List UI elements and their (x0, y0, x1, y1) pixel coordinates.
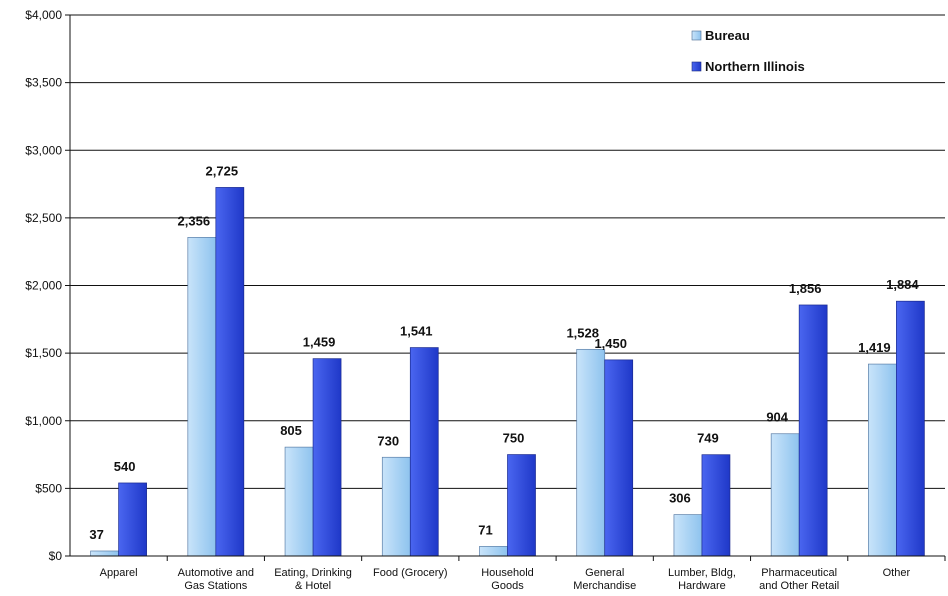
bar-bureau (187, 237, 217, 557)
y-tick-label: $1,000 (25, 414, 62, 428)
x-category-label-line: Apparel (100, 567, 138, 579)
data-label-northern-illinois: 750 (503, 431, 525, 446)
data-label-northern-illinois: 749 (697, 431, 719, 446)
bar-bureau (673, 514, 703, 557)
data-label-northern-illinois: 2,725 (206, 163, 239, 178)
bar-northern-illinois (604, 359, 634, 557)
data-label-bureau: 730 (377, 433, 399, 448)
legend-label-bureau: Bureau (705, 28, 750, 43)
x-category-label-line: Other (883, 567, 911, 579)
bar-bureau (479, 546, 508, 557)
x-category-label-line: Gas Stations (184, 580, 247, 592)
y-tick-label: $500 (35, 481, 62, 495)
legend: Bureau Northern Illinois (691, 28, 805, 74)
x-category-label: General Merchandise (573, 567, 636, 592)
bar-bureau (770, 433, 800, 557)
x-category-label-line: & Hotel (295, 580, 331, 592)
x-category-label: Food (Grocery) (373, 567, 448, 579)
x-category-label: Pharmaceutical and Other Retail (759, 567, 839, 592)
x-category-label-line: Food (Grocery) (373, 567, 448, 579)
x-category-label-line: Lumber, Bldg, (668, 567, 736, 579)
bar-bureau (576, 348, 606, 557)
bar-bureau (381, 456, 411, 557)
bar-bureau (868, 363, 897, 557)
data-label-bureau: 1,528 (566, 325, 599, 340)
x-axis-category-labels: Apparel Automotive and Gas Stations Eating,… (100, 567, 911, 592)
data-label-northern-illinois: 1,541 (400, 324, 433, 339)
data-label-northern-illinois: 1,856 (789, 281, 822, 296)
x-category-label: Other (883, 567, 911, 579)
bar-northern-illinois (896, 300, 925, 557)
data-label-bureau: 805 (280, 423, 302, 438)
x-category-label-line: Pharmaceutical (761, 567, 837, 579)
x-category-label-line: and Other Retail (759, 580, 839, 592)
data-label-northern-illinois: 540 (114, 459, 136, 474)
x-category-label: Automotive and Gas Stations (178, 567, 254, 592)
bar-northern-illinois (701, 454, 731, 557)
bar-northern-illinois (312, 358, 342, 557)
x-category-label-line: Hardware (678, 580, 726, 592)
x-category-label-line: General (585, 567, 624, 579)
y-axis-tick-labels: $0 $500 $1,000 $1,500 $2,000 $2,500 $3,000 $3,5… (25, 8, 62, 563)
bar-bureau (90, 550, 119, 557)
data-label-bureau: 37 (89, 527, 103, 542)
data-label-bureau: 904 (766, 410, 788, 425)
y-tick-label: $2,500 (25, 211, 62, 225)
x-category-label: Apparel (100, 567, 138, 579)
x-category-label: Household Goods (481, 567, 534, 592)
data-label-northern-illinois: 1,459 (303, 335, 336, 350)
data-label-bureau: 2,356 (178, 213, 211, 228)
x-category-label-line: Goods (491, 580, 524, 592)
x-category-label: Eating, Drinking & Hotel (274, 567, 352, 592)
bar-northern-illinois (215, 187, 245, 557)
bar-bureau (284, 446, 314, 557)
axes (65, 14, 946, 561)
data-labels: 37 540 2,356 2,725 805 1,459 730 1,541 71 750 1,52… (89, 163, 919, 542)
data-label-northern-illinois: 1,884 (886, 277, 919, 292)
data-label-bureau: 306 (669, 491, 691, 506)
y-tick-label: $3,500 (25, 76, 62, 90)
data-label-bureau: 1,419 (858, 340, 891, 355)
bar-northern-illinois (507, 454, 536, 557)
legend-swatch-northern-illinois (691, 61, 702, 72)
bars (90, 187, 925, 557)
legend-label-northern-illinois: Northern Illinois (705, 59, 805, 74)
y-tick-label: $0 (49, 549, 63, 563)
y-tick-label: $1,500 (25, 346, 62, 360)
x-category-label-line: Merchandise (573, 580, 636, 592)
y-tick-label: $3,000 (25, 143, 62, 157)
x-category-label: Lumber, Bldg, Hardware (668, 567, 736, 592)
bar-northern-illinois (118, 482, 147, 557)
data-label-northern-illinois: 1,450 (594, 336, 627, 351)
bar-northern-illinois (798, 304, 828, 557)
legend-swatch-bureau (691, 30, 702, 41)
y-tick-label: $4,000 (25, 8, 62, 22)
y-tick-label: $2,000 (25, 279, 62, 293)
x-category-label-line: Eating, Drinking (274, 567, 352, 579)
x-category-label-line: Automotive and (178, 567, 254, 579)
data-label-bureau: 71 (478, 522, 492, 537)
bar-northern-illinois (409, 347, 439, 557)
x-category-label-line: Household (481, 567, 534, 579)
